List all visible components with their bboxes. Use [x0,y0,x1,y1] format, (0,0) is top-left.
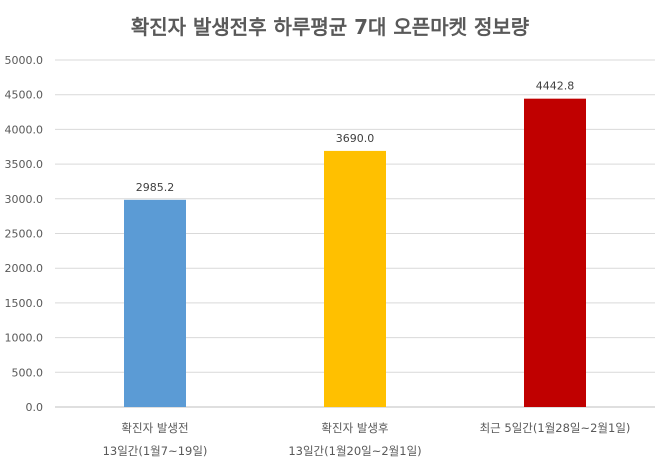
y-tick-label: 500.0 [12,366,44,379]
y-tick-label: 2500.0 [5,228,44,241]
category-label-line1: 확진자 발생후 [321,421,388,435]
bar [124,199,186,407]
y-tick-label: 3500.0 [5,158,44,171]
y-tick-label: 3000.0 [5,193,44,206]
bars [124,98,586,407]
y-tick-label: 4000.0 [5,123,44,136]
y-tick-label: 2000.0 [5,262,44,275]
y-tick-label: 4500.0 [5,89,44,102]
bar [324,150,386,407]
chart-title: 확진자 발생전후 하루평균 7대 오픈마켓 정보량 [131,15,530,39]
category-labels: 확진자 발생전 13일간(1월7~19일) 확진자 발생후 13일간(1월20일~2월… [103,421,631,458]
category-label-line1: 확진자 발생전 [121,421,188,435]
data-labels: 2985.2 3690.0 4442.8 [136,80,575,194]
y-tick-label: 5000.0 [5,54,44,67]
bar [524,98,586,407]
y-tick-label: 1500.0 [5,297,44,310]
category-label-line2: 13일간(1월7~19일) [103,444,208,458]
y-tick-label: 0.0 [26,401,44,414]
category-label-line2: 13일간(1월20일~2월1일) [288,444,421,458]
data-label: 2985.2 [136,181,175,194]
data-label: 4442.8 [536,80,575,93]
data-label: 3690.0 [336,132,375,145]
y-tick-label: 1000.0 [5,332,44,345]
category-label-line1: 최근 5일간(1월28일~2월1일) [480,421,631,435]
y-axis-tick-labels: 0.0 500.0 1000.0 1500.0 2000.0 2500.0 3000.0 35… [5,54,44,414]
